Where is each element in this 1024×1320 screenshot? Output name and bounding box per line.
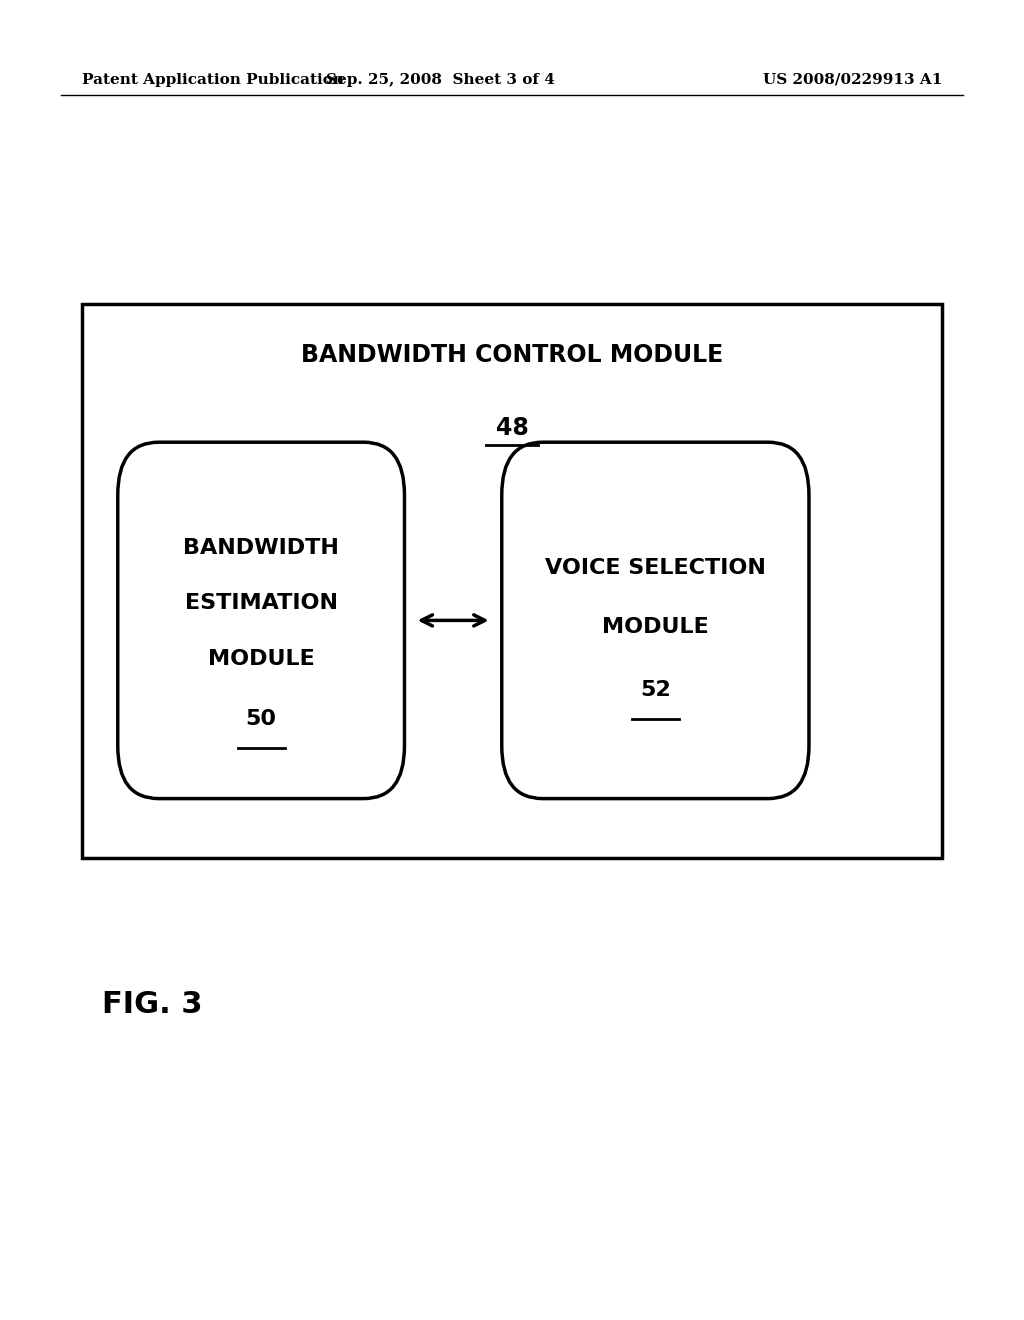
Text: Sep. 25, 2008  Sheet 3 of 4: Sep. 25, 2008 Sheet 3 of 4 <box>326 73 555 87</box>
Text: FIG. 3: FIG. 3 <box>102 990 203 1019</box>
Text: 52: 52 <box>640 680 671 701</box>
FancyBboxPatch shape <box>502 442 809 799</box>
Text: BANDWIDTH: BANDWIDTH <box>183 537 339 558</box>
Text: US 2008/0229913 A1: US 2008/0229913 A1 <box>763 73 942 87</box>
FancyBboxPatch shape <box>118 442 404 799</box>
Text: Patent Application Publication: Patent Application Publication <box>82 73 344 87</box>
Text: MODULE: MODULE <box>208 648 314 669</box>
Text: 50: 50 <box>246 709 276 730</box>
Text: MODULE: MODULE <box>602 616 709 638</box>
Text: 48: 48 <box>496 416 528 440</box>
FancyBboxPatch shape <box>82 304 942 858</box>
Text: BANDWIDTH CONTROL MODULE: BANDWIDTH CONTROL MODULE <box>301 343 723 367</box>
Text: ESTIMATION: ESTIMATION <box>184 593 338 614</box>
Text: VOICE SELECTION: VOICE SELECTION <box>545 557 766 578</box>
